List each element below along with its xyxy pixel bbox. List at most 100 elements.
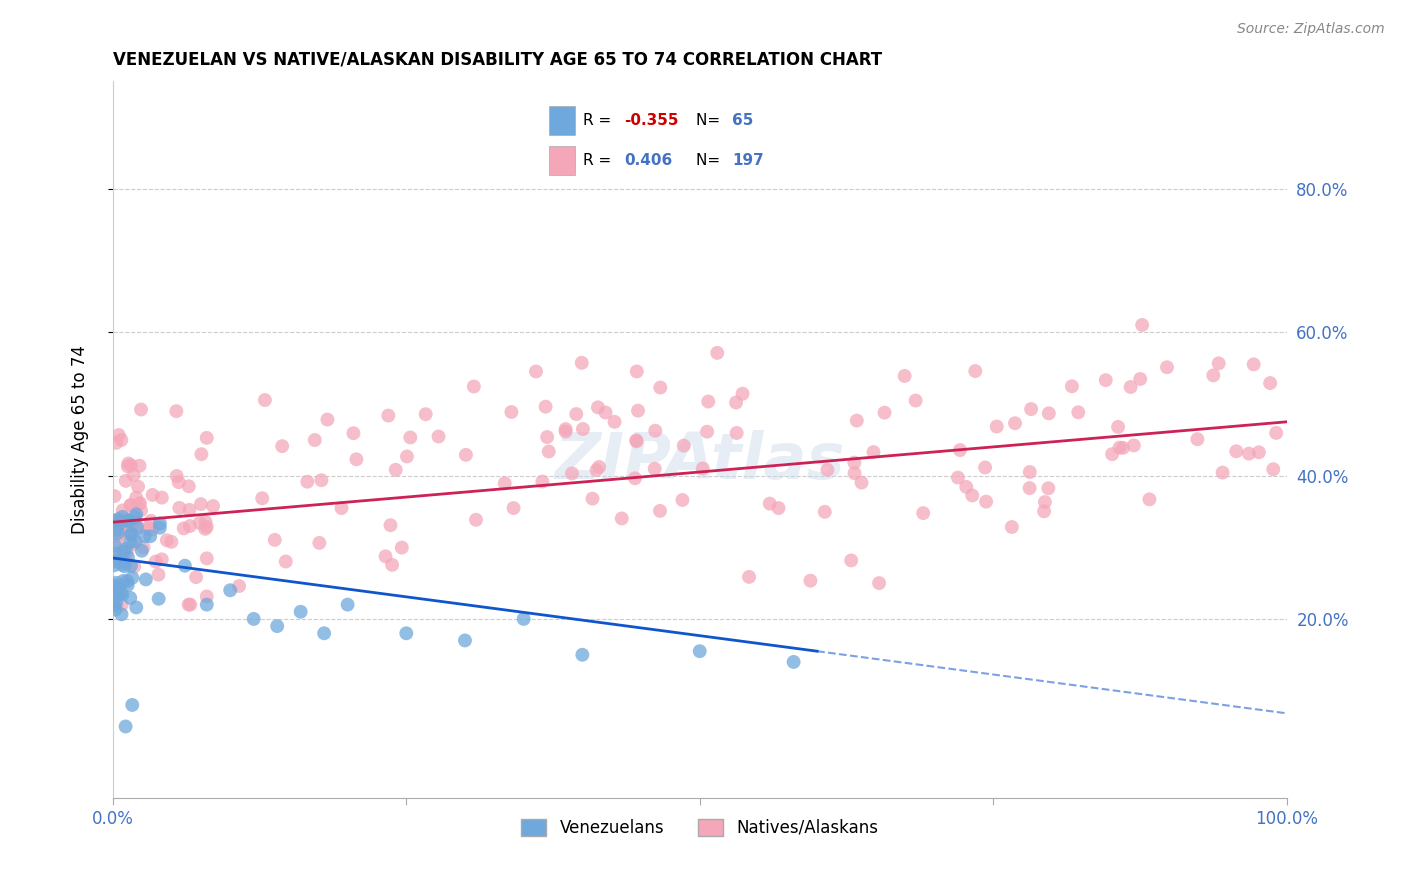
Point <box>115 524 138 539</box>
Point <box>689 644 711 658</box>
Point <box>117 457 139 471</box>
Point <box>501 405 523 419</box>
Point <box>129 503 152 517</box>
Point <box>150 552 173 566</box>
Point <box>814 505 837 519</box>
Point <box>1107 420 1129 434</box>
Point <box>316 412 339 426</box>
Point <box>815 463 838 477</box>
Point <box>610 511 633 525</box>
Point <box>104 555 127 569</box>
Point <box>1265 425 1288 440</box>
Point <box>868 576 890 591</box>
Point <box>706 346 728 360</box>
Point <box>190 497 212 511</box>
Point <box>862 445 884 459</box>
Point <box>250 491 273 506</box>
Point <box>111 554 134 568</box>
Point <box>395 626 418 640</box>
Point <box>104 580 127 594</box>
Point <box>120 591 142 605</box>
Point <box>121 571 143 585</box>
Point <box>173 521 195 535</box>
Point <box>391 541 413 555</box>
Point <box>115 515 138 529</box>
Point <box>1119 380 1142 394</box>
Point <box>111 509 134 524</box>
Point <box>107 525 129 540</box>
Legend: Venezuelans, Natives/Alaskans: Venezuelans, Natives/Alaskans <box>515 812 884 844</box>
Point <box>725 395 748 409</box>
Point <box>105 589 128 603</box>
Point <box>156 533 179 548</box>
Point <box>904 393 927 408</box>
Point <box>120 528 142 542</box>
Point <box>271 439 294 453</box>
Point <box>955 480 977 494</box>
Point <box>169 500 191 515</box>
Point <box>179 598 201 612</box>
Point <box>219 583 242 598</box>
Point <box>844 456 866 470</box>
Point <box>165 404 187 418</box>
Point <box>120 458 142 473</box>
Point <box>177 598 200 612</box>
Point <box>104 546 127 560</box>
Point <box>105 435 128 450</box>
Point <box>128 497 150 511</box>
Point <box>110 433 132 447</box>
Point <box>962 488 984 502</box>
Point <box>1129 372 1152 386</box>
Point <box>1263 462 1285 476</box>
Text: VENEZUELAN VS NATIVE/ALASKAN DISABILITY AGE 65 TO 74 CORRELATION CHART: VENEZUELAN VS NATIVE/ALASKAN DISABILITY … <box>112 51 882 69</box>
Point <box>912 506 935 520</box>
Point <box>149 521 172 535</box>
Point <box>626 364 648 378</box>
Point <box>1033 504 1056 518</box>
Point <box>107 518 129 533</box>
Point <box>308 536 330 550</box>
Point <box>537 444 560 458</box>
Point <box>1212 466 1234 480</box>
Point <box>134 529 156 543</box>
Point <box>588 459 610 474</box>
Point <box>554 425 576 439</box>
Point <box>893 368 915 383</box>
Point <box>304 433 326 447</box>
Point <box>121 537 143 551</box>
Point <box>194 515 217 529</box>
Point <box>1258 376 1281 390</box>
Point <box>120 498 142 512</box>
Point <box>725 425 748 440</box>
Point <box>195 520 218 534</box>
Point <box>603 415 626 429</box>
Point <box>1101 447 1123 461</box>
Point <box>266 619 288 633</box>
Point <box>873 406 896 420</box>
Point <box>179 503 201 517</box>
Point <box>1112 441 1135 455</box>
Point <box>120 498 142 512</box>
Point <box>974 460 997 475</box>
Point <box>1038 481 1060 495</box>
Point <box>342 426 364 441</box>
Point <box>120 558 142 573</box>
Point <box>120 526 142 541</box>
Point <box>1243 357 1265 371</box>
Point <box>188 516 211 530</box>
Point <box>114 474 136 488</box>
Point <box>1001 520 1024 534</box>
Point <box>103 489 125 503</box>
Point <box>524 364 547 378</box>
Point <box>114 555 136 569</box>
Point <box>851 475 873 490</box>
Point <box>111 588 134 602</box>
Point <box>531 475 554 489</box>
Point <box>139 514 162 528</box>
Point <box>128 520 150 534</box>
Point <box>103 599 125 613</box>
Point <box>107 428 129 442</box>
Point <box>380 518 402 533</box>
Point <box>166 469 188 483</box>
Point <box>571 648 593 662</box>
